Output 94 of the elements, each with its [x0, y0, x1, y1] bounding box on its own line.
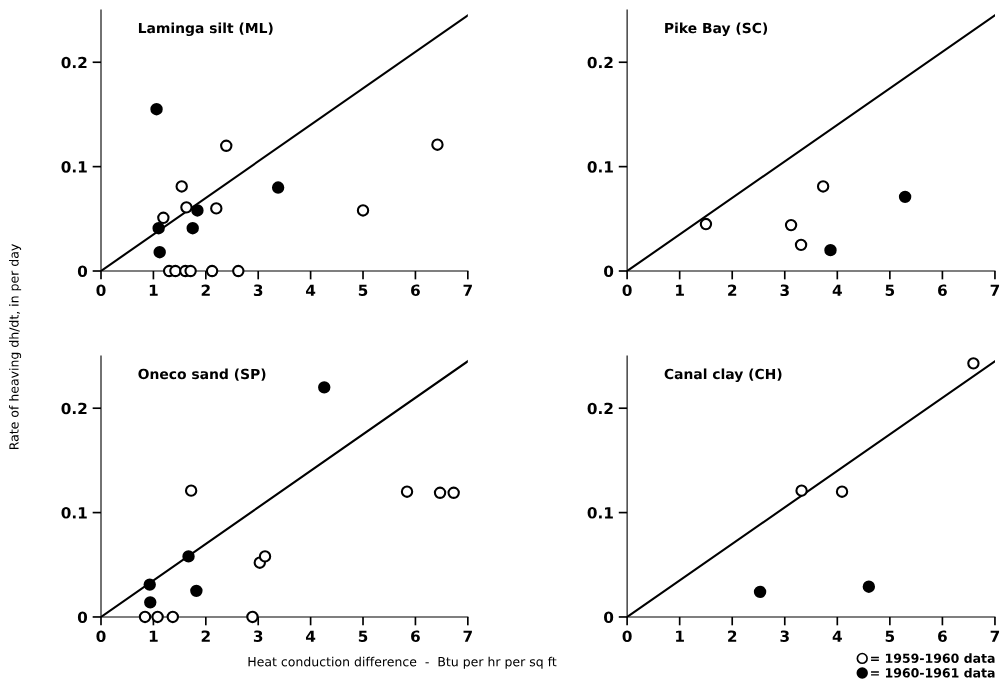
- x-tick-label: 1: [676, 630, 684, 642]
- y-tick-label: 0: [77, 265, 88, 278]
- point: [184, 264, 197, 278]
- x-axis-title: Heat conduction difference - Btu per hr per sq ft: [248, 656, 557, 669]
- x-tick-label: 6: [411, 630, 420, 642]
- y-tick-label: 0: [604, 265, 614, 278]
- x-tick-label: 2: [201, 630, 210, 642]
- y-tick-label: 0: [77, 611, 88, 623]
- point: [182, 550, 195, 563]
- x-tick-label: 7: [463, 284, 472, 296]
- point: [862, 580, 876, 593]
- point: [186, 222, 199, 235]
- x-tick-label: 4: [305, 284, 316, 296]
- y-tick-label: 0.2: [587, 56, 613, 69]
- x-tick-label: 3: [253, 284, 263, 297]
- point: [169, 264, 182, 278]
- x-tick-label: 1: [149, 630, 158, 642]
- x-tick-label: 2: [728, 284, 737, 296]
- point: [784, 218, 798, 232]
- point: [271, 181, 285, 194]
- x-tick-label: 0: [622, 284, 632, 297]
- point: [138, 610, 152, 624]
- point: [433, 486, 447, 499]
- x-tick-label: 0: [96, 630, 106, 642]
- x-tick-label: 4: [832, 630, 842, 642]
- x-tick-label: 1: [149, 284, 158, 296]
- point: [210, 202, 223, 215]
- x-tick-label: 3: [780, 284, 789, 297]
- y-tick-label: 0.1: [587, 507, 613, 519]
- point: [157, 211, 170, 224]
- point: [699, 217, 713, 231]
- x-tick-label: 7: [463, 630, 472, 642]
- text: Oneco sand (SP): [138, 368, 266, 381]
- x-tick-label: 6: [411, 284, 420, 297]
- x-tick-label: 7: [990, 284, 1000, 296]
- text: Laminga silt (ML): [138, 22, 273, 37]
- y-tick-label: 0.2: [587, 402, 613, 415]
- x-tick-label: 7: [990, 630, 1000, 642]
- y-tick-label: 0.2: [61, 56, 87, 69]
- x-tick-label: 2: [728, 630, 737, 642]
- x-tick-label: 5: [358, 284, 368, 297]
- point: [318, 381, 331, 394]
- point: [175, 180, 188, 193]
- point: [967, 357, 980, 370]
- y-tick-label: 0: [604, 611, 614, 623]
- x-tick-label: 5: [885, 630, 895, 642]
- point: [150, 103, 163, 116]
- point: [153, 246, 166, 259]
- x-tick-label: 2: [201, 284, 210, 296]
- point: [400, 485, 414, 498]
- point: [184, 484, 198, 497]
- point: [795, 484, 808, 497]
- x-tick-label: 6: [938, 284, 947, 297]
- point: [447, 486, 460, 499]
- x-tick-label: 0: [622, 630, 632, 642]
- x-tick-label: 5: [885, 284, 895, 297]
- x-tick-label: 3: [253, 630, 263, 642]
- point: [816, 180, 830, 193]
- y-tick-label: 0.2: [61, 402, 87, 415]
- point: [753, 585, 767, 599]
- point: [824, 243, 837, 257]
- y-tick-label: 0.1: [587, 161, 613, 173]
- y-axis-title: Rate of heaving dh/dt, in per day: [9, 244, 22, 450]
- x-tick-label: 4: [305, 630, 316, 642]
- point: [220, 139, 233, 152]
- point: [180, 201, 193, 214]
- point: [898, 190, 912, 204]
- point: [258, 550, 272, 563]
- point: [144, 596, 157, 609]
- x-tick-label: 4: [832, 284, 842, 296]
- legend-label: = 1960-1961 data: [871, 667, 995, 678]
- point: [152, 222, 165, 235]
- point: [232, 264, 245, 278]
- point: [246, 610, 259, 624]
- y-tick-label: 0.1: [61, 507, 87, 519]
- x-tick-label: 0: [96, 284, 106, 297]
- point: [151, 610, 164, 624]
- point: [190, 584, 203, 598]
- y-tick-label: 0.1: [61, 161, 87, 173]
- point: [356, 204, 370, 217]
- point: [794, 238, 808, 252]
- point: [166, 610, 179, 624]
- point: [205, 264, 219, 278]
- text: Canal clay (CH): [664, 368, 782, 382]
- x-tick-label: 5: [358, 630, 368, 642]
- x-tick-label: 3: [780, 630, 789, 642]
- x-tick-label: 1: [676, 284, 684, 296]
- point: [143, 578, 156, 591]
- point: [191, 204, 204, 217]
- x-tick-label: 6: [938, 630, 947, 642]
- text: Pike Bay (SC): [665, 22, 768, 37]
- point: [835, 485, 849, 498]
- point: [431, 138, 444, 151]
- legend-label: = 1959-1960 data: [871, 653, 995, 663]
